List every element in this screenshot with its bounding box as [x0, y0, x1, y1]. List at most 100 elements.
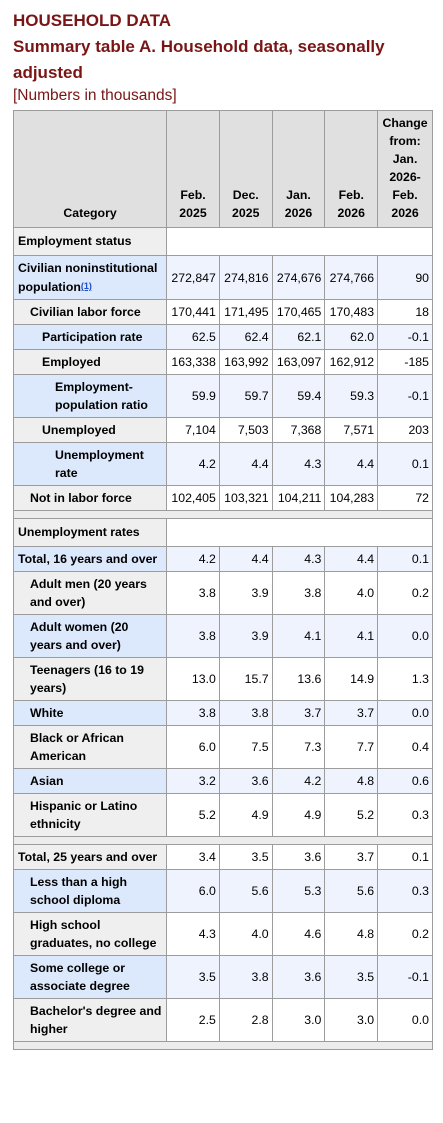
- cell: 4.4: [324, 546, 379, 572]
- cell: 7,571: [324, 417, 379, 443]
- cell: 3.8: [218, 955, 273, 999]
- cell: 163,992: [218, 349, 273, 375]
- cell: 3.7: [324, 844, 379, 870]
- cell: 2.8: [218, 998, 273, 1042]
- table-row: Participation rate 62.5 62.4 62.1 62.0 -…: [12, 324, 433, 350]
- cell: 59.9: [166, 374, 220, 418]
- section-row: Unemployment rates: [12, 518, 433, 547]
- cell: 4.2: [271, 768, 326, 794]
- table-caption: Summary table A. Household data, seasona…: [13, 37, 385, 82]
- cell: 4.6: [271, 912, 326, 956]
- row-label: Hispanic or Latino ethnicity: [12, 793, 168, 837]
- cell: 0.1: [377, 442, 433, 486]
- table-row: Employed 163,338 163,992 163,097 162,912…: [12, 349, 433, 375]
- cell: 62.0: [324, 324, 379, 350]
- cell: 4.4: [324, 442, 379, 486]
- cell: 4.0: [218, 912, 273, 956]
- cell: 4.9: [271, 793, 326, 837]
- cell: 4.4: [218, 546, 273, 572]
- units-note: [Numbers in thousands]: [13, 87, 177, 104]
- cell: 3.8: [166, 614, 220, 658]
- row-label: Civilian noninstitutional population(1): [12, 255, 168, 300]
- section-label-unemployment-rates: Unemployment rates: [12, 518, 168, 547]
- table-row: Hispanic or Latino ethnicity 5.2 4.9 4.9…: [12, 793, 433, 837]
- household-data-table: Category Feb. 2025 Dec. 2025 Jan. 2026 Feb.…: [12, 110, 433, 1050]
- row-label: Black or African American: [12, 725, 168, 769]
- cell: 59.3: [324, 374, 379, 418]
- column-header-feb-2026: Feb. 2026: [324, 110, 379, 228]
- cell: 0.4: [377, 725, 433, 769]
- column-header-jan-2026: Jan. 2026: [271, 110, 326, 228]
- cell: 0.1: [377, 546, 433, 572]
- table-row: Adult men (20 years and over) 3.8 3.9 3.…: [12, 571, 433, 615]
- cell: 4.3: [271, 442, 326, 486]
- row-label: Unemployed: [12, 417, 168, 443]
- page: HOUSEHOLD DATA Summary table A. Househol…: [12, 11, 433, 1050]
- table-row: Teenagers (16 to 19 years) 13.0 15.7 13.…: [12, 657, 433, 701]
- cell: 0.3: [377, 869, 433, 913]
- cell: 3.9: [218, 614, 273, 658]
- row-label: Less than a high school diploma: [12, 869, 168, 913]
- cell: 4.8: [324, 768, 379, 794]
- cell: 2.5: [166, 998, 220, 1042]
- cell: 7.7: [324, 725, 379, 769]
- section-row: Employment status: [12, 227, 433, 256]
- table-row: Black or African American 6.0 7.5 7.3 7.…: [12, 725, 433, 769]
- row-label: White: [12, 700, 168, 726]
- cell: 3.8: [271, 571, 326, 615]
- table-row: Less than a high school diploma 6.0 5.6 …: [12, 869, 433, 913]
- cell: -0.1: [377, 955, 433, 999]
- table-header-row: Category Feb. 2025 Dec. 2025 Jan. 2026 Feb.…: [12, 110, 433, 228]
- cell: 3.5: [218, 844, 273, 870]
- column-header-feb-2025: Feb. 2025: [166, 110, 220, 228]
- row-label: Adult men (20 years and over): [12, 571, 168, 615]
- footnote-link[interactable]: (1): [80, 281, 92, 291]
- cell: 170,441: [166, 299, 220, 325]
- cell: 5.2: [166, 793, 220, 837]
- cell: 90: [377, 255, 433, 300]
- cell: 3.8: [166, 700, 220, 726]
- table-row: Asian 3.2 3.6 4.2 4.8 0.6: [12, 768, 433, 794]
- row-label: Employment-population ratio: [12, 374, 168, 418]
- table-row: Total, 16 years and over 4.2 4.4 4.3 4.4…: [12, 546, 433, 572]
- cell: 5.6: [218, 869, 273, 913]
- cell: 0.6: [377, 768, 433, 794]
- cell: 3.0: [271, 998, 326, 1042]
- cell: 62.4: [218, 324, 273, 350]
- row-label: High school graduates, no college: [12, 912, 168, 956]
- cell: 72: [377, 485, 433, 511]
- cell: 3.2: [166, 768, 220, 794]
- cell: 272,847: [166, 255, 220, 300]
- cell: 170,483: [324, 299, 379, 325]
- cell: 171,495: [218, 299, 273, 325]
- table-row: High school graduates, no college 4.3 4.…: [12, 912, 433, 956]
- cell: 104,211: [271, 485, 326, 511]
- cell: 4.0: [324, 571, 379, 615]
- row-spacer: [13, 836, 433, 845]
- cell: 15.7: [218, 657, 273, 701]
- table-row: Civilian labor force 170,441 171,495 170…: [12, 299, 433, 325]
- row-label: Adult women (20 years and over): [12, 614, 168, 658]
- cell: 6.0: [166, 869, 220, 913]
- cell: -185: [377, 349, 433, 375]
- cell: 3.5: [324, 955, 379, 999]
- cell: 7,104: [166, 417, 220, 443]
- row-label: Not in labor force: [12, 485, 168, 511]
- cell: 3.7: [271, 700, 326, 726]
- cell: 163,097: [271, 349, 326, 375]
- cell: 170,465: [271, 299, 326, 325]
- cell: 274,676: [271, 255, 326, 300]
- cell: 3.7: [324, 700, 379, 726]
- cell: 14.9: [324, 657, 379, 701]
- cell: 4.1: [271, 614, 326, 658]
- page-title: HOUSEHOLD DATA: [13, 11, 172, 30]
- cell: 13.6: [271, 657, 326, 701]
- row-label: Civilian labor force: [12, 299, 168, 325]
- cell: 274,816: [218, 255, 273, 300]
- cell: 3.8: [166, 571, 220, 615]
- table-row: Not in labor force 102,405 103,321 104,2…: [12, 485, 433, 511]
- cell: 5.3: [271, 869, 326, 913]
- cell: 5.6: [324, 869, 379, 913]
- cell: 3.4: [166, 844, 220, 870]
- cell: -0.1: [377, 324, 433, 350]
